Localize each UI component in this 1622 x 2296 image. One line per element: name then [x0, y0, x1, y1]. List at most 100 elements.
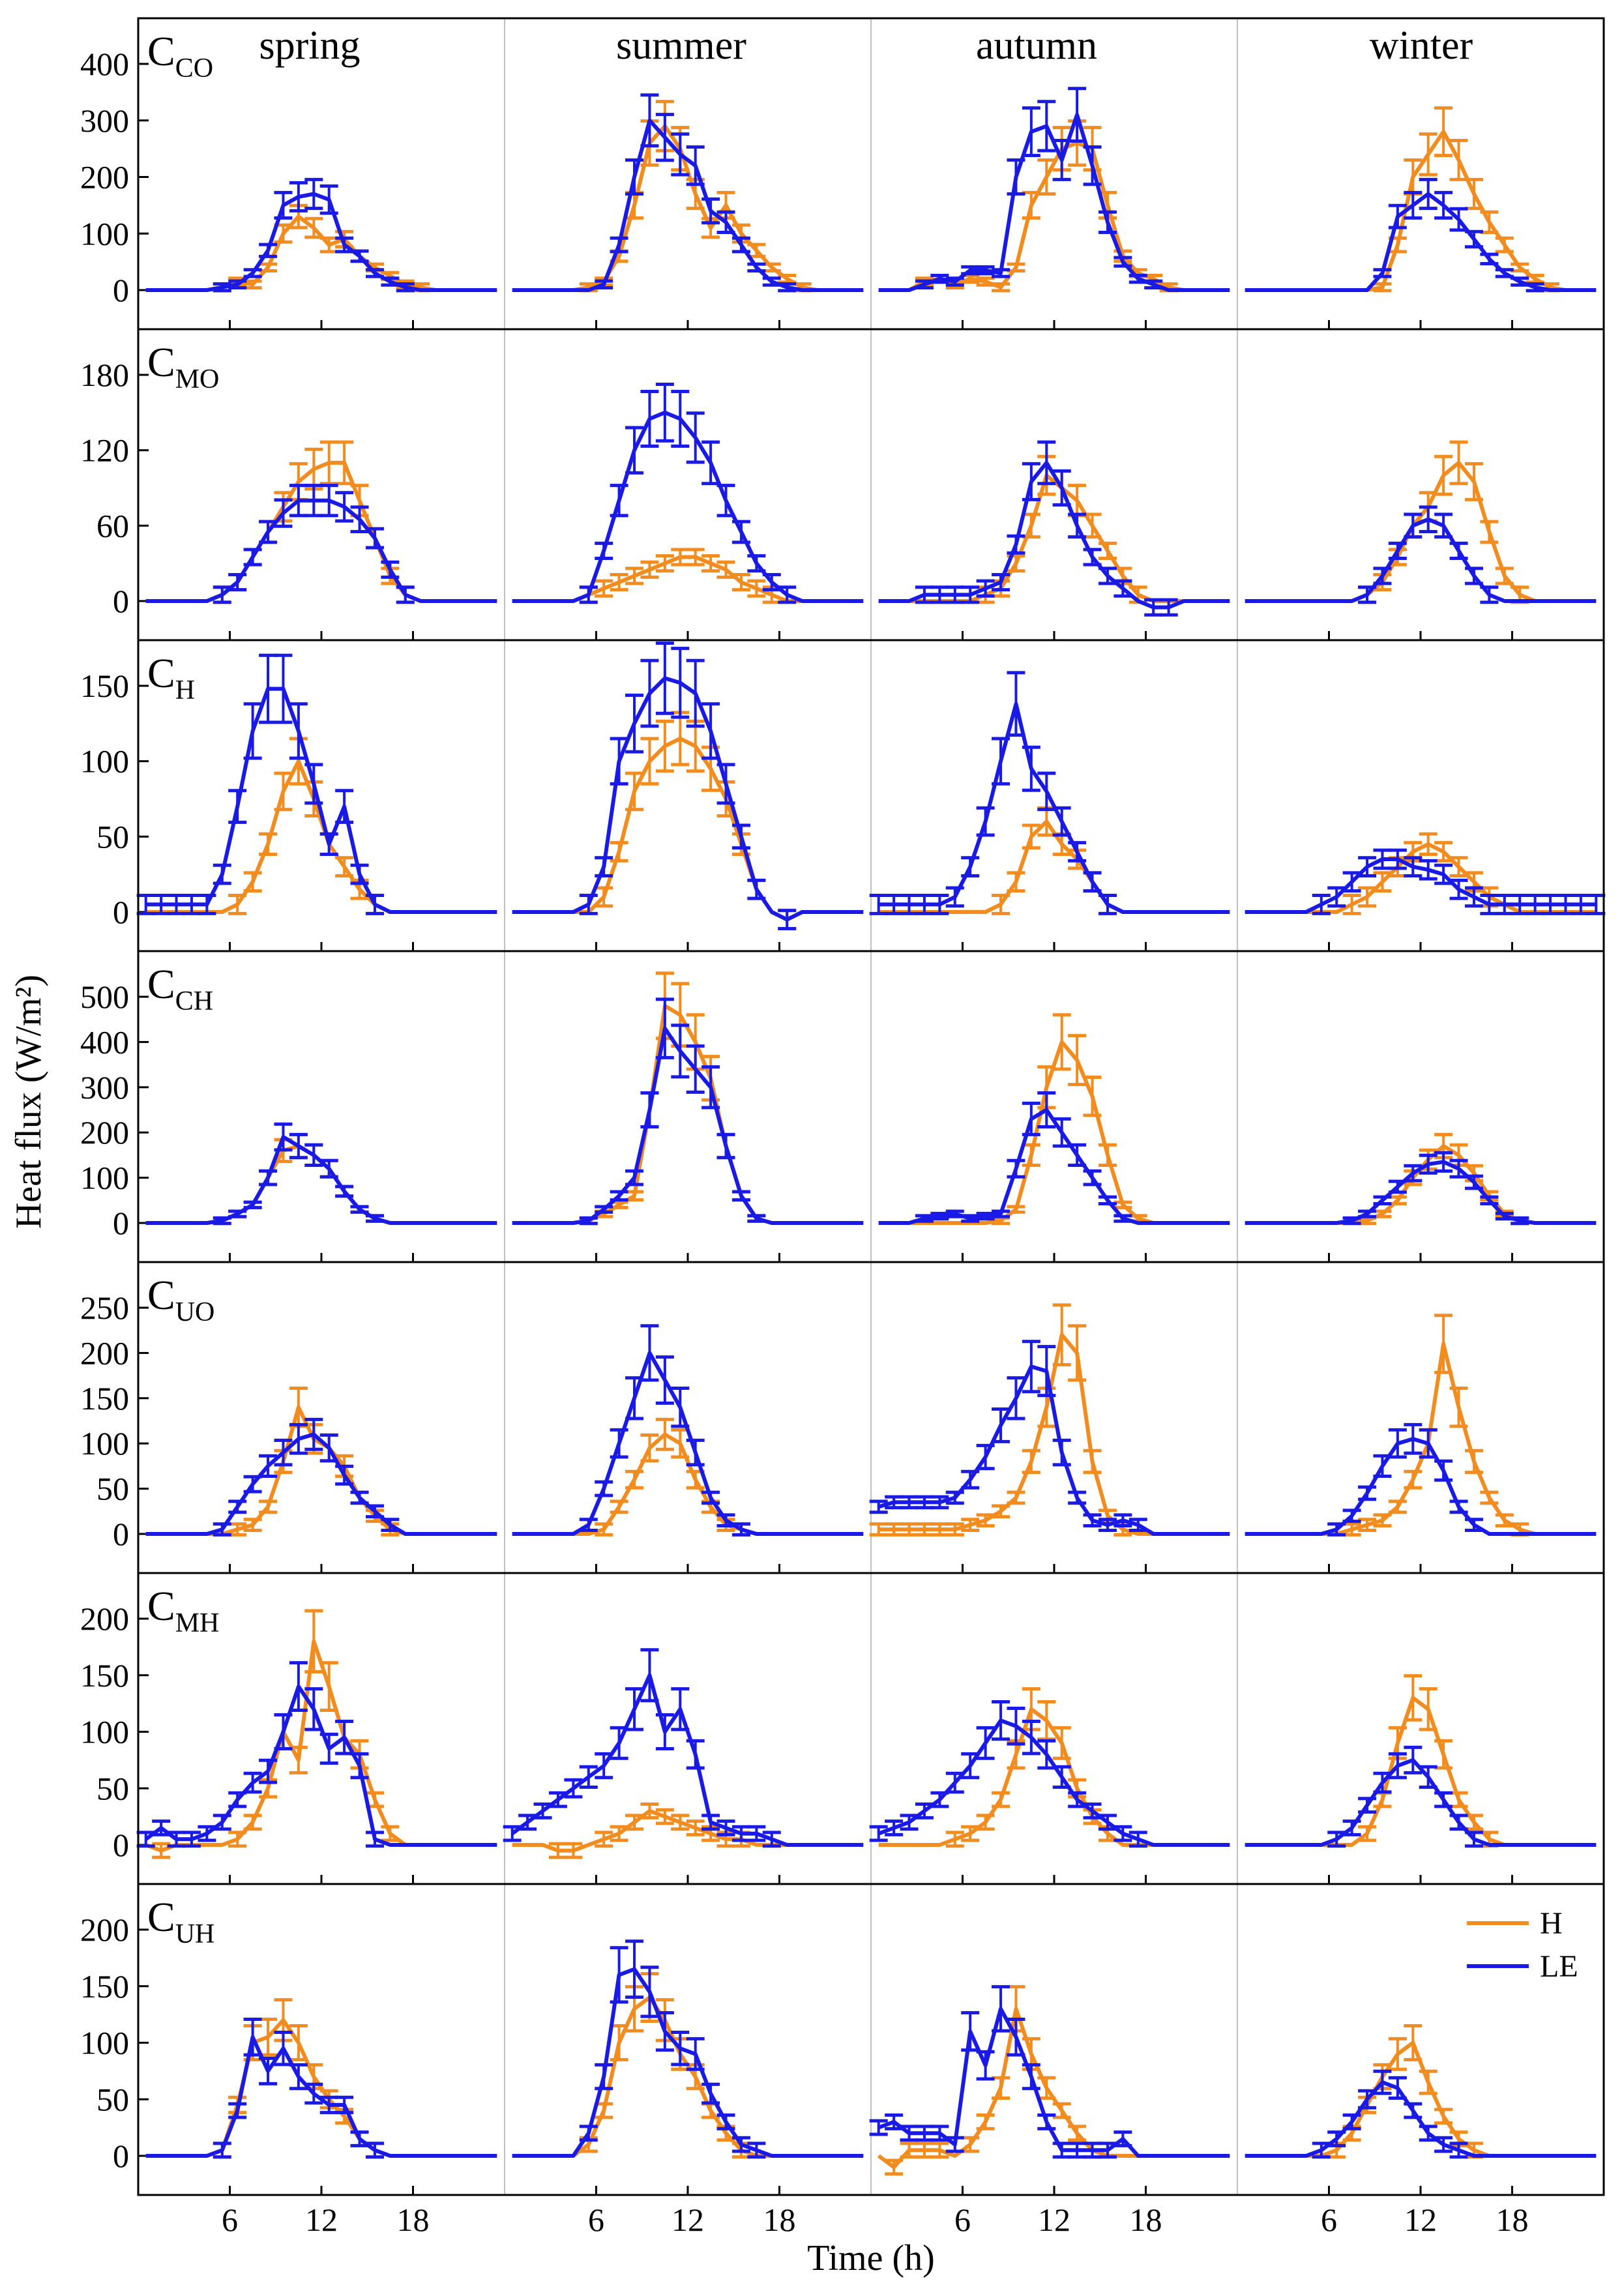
- error-bar-le: [762, 1831, 781, 1848]
- error-bar-le: [1052, 469, 1071, 507]
- error-bar-h: [1068, 2125, 1087, 2142]
- error-bar-h: [1052, 1726, 1071, 1760]
- error-bar-le: [1449, 2141, 1468, 2159]
- error-bar-h: [243, 279, 262, 290]
- error-bar-h: [319, 440, 338, 486]
- error-bar-h: [243, 871, 262, 893]
- error-bar-le: [1373, 268, 1392, 278]
- error-bar-le: [610, 1726, 628, 1760]
- error-bar-le: [778, 585, 797, 604]
- error-bar-h: [961, 2136, 980, 2153]
- error-bar-h: [1373, 1513, 1392, 1528]
- error-bar-le: [213, 282, 231, 293]
- error-bar-le: [625, 1169, 644, 1186]
- error-bar-le: [1495, 1211, 1514, 1221]
- error-bar-le: [716, 2113, 735, 2130]
- error-bar-le: [228, 1791, 247, 1808]
- error-bar-le: [869, 1499, 888, 1514]
- error-bar-le: [319, 832, 338, 857]
- y-tick-label: 150: [80, 1657, 129, 1694]
- error-bar-h: [1083, 1449, 1102, 1475]
- y-tick-label: 100: [80, 215, 129, 252]
- error-bar-le: [1037, 440, 1056, 486]
- error-bar-le: [1480, 585, 1499, 604]
- error-bar-h: [869, 1522, 888, 1537]
- error-bar-le: [930, 894, 949, 915]
- error-bar-le: [213, 2141, 231, 2159]
- error-bar-h: [289, 1745, 308, 1774]
- error-bar-le: [640, 93, 659, 148]
- error-bar-h: [992, 2076, 1010, 2100]
- error-bar-le: [396, 282, 415, 293]
- x-tick-label: 12: [671, 2201, 704, 2238]
- error-bar-le: [976, 1211, 995, 1221]
- error-bar-h: [595, 886, 613, 908]
- error-bar-h: [1480, 210, 1499, 235]
- error-bar-le: [747, 554, 766, 573]
- error-bar-le: [289, 1132, 308, 1160]
- error-bar-le: [335, 2095, 354, 2115]
- error-bar-le: [992, 1407, 1010, 1443]
- panel-label-sub: UO: [175, 1297, 215, 1327]
- error-bar-h: [1464, 1814, 1483, 1831]
- error-bar-le: [731, 236, 750, 254]
- error-bar-le: [1327, 1831, 1346, 1848]
- error-bar-le: [1373, 1771, 1392, 1794]
- error-bar-le: [335, 1185, 354, 1198]
- error-bar-le: [213, 863, 231, 885]
- y-tick-label: 50: [96, 1770, 129, 1806]
- error-bar-le: [961, 265, 980, 276]
- error-bar-le: [1342, 1509, 1361, 1523]
- error-bar-le: [1358, 1209, 1377, 1218]
- error-bar-h: [564, 1842, 583, 1859]
- error-bar-le: [136, 1831, 155, 1848]
- error-bar-le: [595, 856, 613, 877]
- error-bar-h: [1022, 190, 1040, 220]
- error-bar-le: [304, 1687, 323, 1731]
- error-bar-le: [1404, 1164, 1423, 1183]
- error-bar-le: [503, 1825, 522, 1842]
- error-bar-h: [610, 841, 628, 862]
- panel-label: CCH: [147, 961, 213, 1016]
- error-bar-le: [731, 2136, 750, 2153]
- error-bar-le: [1052, 2141, 1071, 2159]
- error-bar-h: [976, 276, 995, 287]
- series-line-h: [512, 1995, 864, 2158]
- error-bar-le: [1113, 1513, 1132, 1528]
- error-bar-le: [915, 279, 934, 290]
- error-bar-le: [350, 1752, 369, 1780]
- error-bar-le: [335, 789, 354, 824]
- x-tick-label: 18: [1130, 2201, 1162, 2238]
- error-bar-le: [716, 1132, 735, 1160]
- error-bar-le: [731, 520, 750, 544]
- error-bar-h: [1419, 1687, 1438, 1731]
- error-bar-le: [915, 894, 934, 915]
- error-bar-le: [1022, 2063, 1040, 2091]
- panel-label-sub: CH: [175, 986, 213, 1016]
- error-bar-le: [167, 894, 186, 915]
- error-bar-h: [1358, 886, 1377, 908]
- error-bar-le: [1464, 567, 1483, 585]
- error-bar-le: [747, 878, 766, 900]
- error-bar-le: [1068, 87, 1087, 143]
- error-bar-le: [350, 1490, 369, 1505]
- error-bar-h: [1388, 1195, 1407, 1206]
- error-bar-h: [1022, 1143, 1040, 1168]
- panel-frame: [137, 1883, 1605, 2196]
- series-line-h: [1245, 1342, 1597, 1536]
- error-bar-le: [304, 177, 323, 211]
- error-bar-le: [762, 276, 781, 287]
- error-bar-le: [579, 1216, 598, 1226]
- error-bar-le: [961, 1752, 980, 1780]
- series-line-h: [878, 1707, 1230, 1847]
- error-bar-h: [1342, 1522, 1361, 1537]
- error-bar-h: [655, 1417, 674, 1451]
- x-tick-label: 18: [397, 2201, 430, 2238]
- x-tick-label: 18: [1496, 2201, 1529, 2238]
- error-bar-le: [1449, 1499, 1468, 1514]
- error-bar-le: [274, 1713, 293, 1751]
- series-line-h: [145, 1144, 497, 1225]
- error-bar-le: [671, 390, 690, 448]
- error-bar-le: [1404, 512, 1423, 539]
- error-bar-le: [243, 268, 262, 278]
